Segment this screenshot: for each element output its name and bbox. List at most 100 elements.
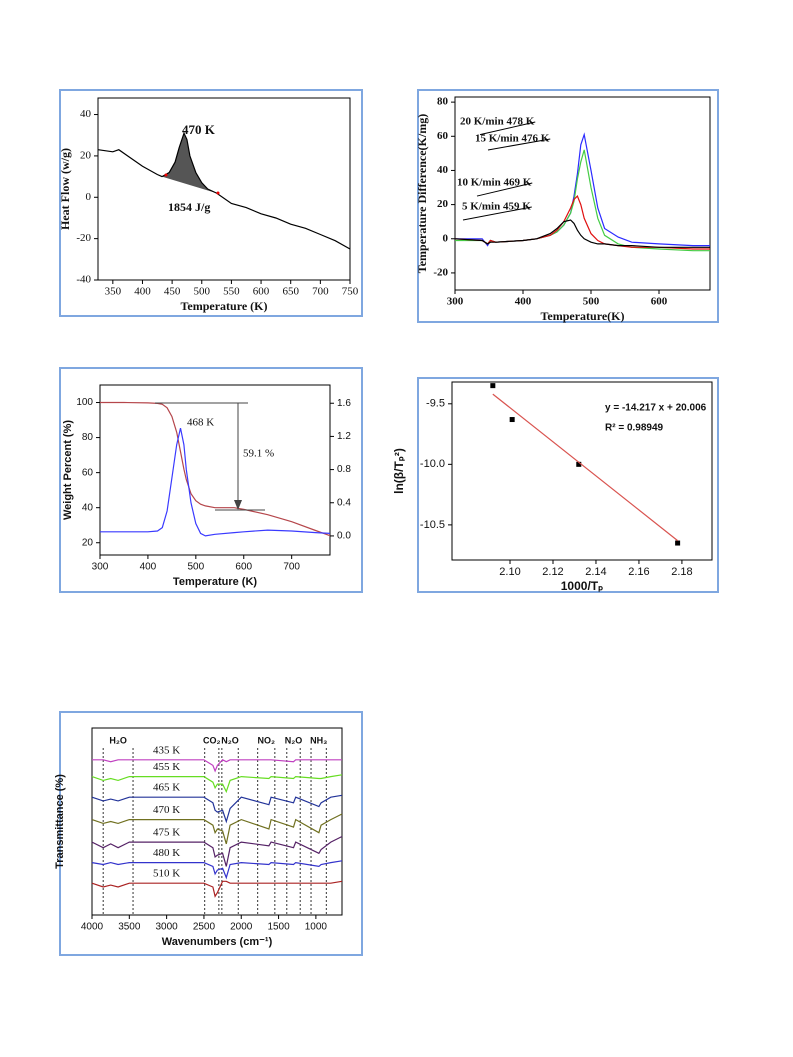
x-tick-label: 500 <box>583 296 600 308</box>
x-tick-label: 2.14 <box>585 566 606 578</box>
y2-tick-label: 0.8 <box>337 464 351 475</box>
y-tick-label: -10.0 <box>420 458 445 470</box>
y-tick-label: -9.5 <box>426 398 445 410</box>
series-line <box>91 794 343 824</box>
series-label: 15 K/min 476 K <box>475 133 550 145</box>
plot-frame <box>454 96 711 291</box>
series-label: 455 K <box>153 761 180 773</box>
chart-panel: 4000 3500 3000 2500 2000 1500 1000 Wavenumbers … <box>54 711 363 956</box>
x-axis-label: Temperature (K) <box>181 299 268 313</box>
y-axis-label: Heat Flow (w/g) <box>58 148 72 230</box>
label-pointer <box>479 121 536 136</box>
y-axis-label: ln(β/Tₚ²) <box>392 448 406 494</box>
x-tick-label: 2000 <box>230 922 253 933</box>
annotation: 468 K <box>187 417 214 429</box>
series-label: 465 K <box>153 782 180 794</box>
x-tick-label: 2.10 <box>499 566 520 578</box>
y-tick-label: 40 <box>437 164 449 176</box>
label-pointer <box>462 206 532 221</box>
band-label: NH₃ <box>310 735 327 745</box>
x-tick-label: 450 <box>164 286 181 298</box>
series-label: 475 K <box>153 827 180 839</box>
panel-border <box>59 711 363 956</box>
series-line <box>91 774 343 794</box>
chart-panel: 300 400 500 600 -20 0 20 40 60 80 Temperature(K) Te… <box>415 89 719 323</box>
y2-tick-label: 0.0 <box>337 531 351 542</box>
x-tick-label: 300 <box>92 562 109 573</box>
shaded-area <box>162 133 217 194</box>
x-tick-label: 3500 <box>118 922 141 933</box>
y-tick-label: -20 <box>433 266 448 278</box>
series-label: 20 K/min 478 K <box>460 116 535 128</box>
arrow-head <box>234 500 242 510</box>
x-tick-label: 650 <box>282 286 299 298</box>
series-line <box>91 860 343 880</box>
y-tick-label: 20 <box>80 149 92 161</box>
data-point <box>675 540 681 546</box>
x-tick-label: 500 <box>194 286 211 298</box>
data-point <box>509 417 515 423</box>
chart-panel: 300 400 500 600 700 20 40 60 80 100 0.0 0.4 0.8 1.2 1.… <box>59 367 363 593</box>
y2-tick-label: 1.2 <box>337 431 351 442</box>
x-tick-label: 600 <box>235 562 252 573</box>
y-tick-label: 80 <box>437 96 449 108</box>
annotation: 59.1 % <box>243 448 274 460</box>
x-tick-label: 400 <box>515 296 532 308</box>
x-tick-label: 700 <box>283 562 300 573</box>
x-tick-label: 1000 <box>305 922 328 933</box>
x-tick-label: 550 <box>223 286 240 298</box>
x-tick-label: 750 <box>342 286 359 298</box>
series-label: 435 K <box>153 744 180 756</box>
x-tick-label: 3000 <box>156 922 179 933</box>
panel-border <box>417 89 719 323</box>
y-tick-label: 60 <box>82 467 94 478</box>
series-line <box>92 759 342 773</box>
series-label: 470 K <box>153 804 180 816</box>
band-label: CO₂ <box>203 735 221 745</box>
series-label: 5 K/min 459 K <box>462 201 531 213</box>
y-axis-label: Transmittance (%) <box>54 774 66 869</box>
endpoint-dot <box>216 191 220 195</box>
plot-frame <box>99 384 331 556</box>
x-axis-label: Wavenumbers (cm⁻¹) <box>162 936 273 948</box>
x-axis-label: 1000/Tₚ <box>561 579 604 593</box>
series-line <box>492 393 678 542</box>
annotation: R² = 0.98949 <box>605 423 664 434</box>
x-tick-label: 2.18 <box>671 566 692 578</box>
x-tick-label: 2.16 <box>628 566 649 578</box>
plot-frame <box>91 727 343 916</box>
x-tick-label: 700 <box>312 286 329 298</box>
y-tick-label: 40 <box>82 502 94 513</box>
series-label: 480 K <box>153 847 180 859</box>
series-line <box>100 401 331 537</box>
x-axis-label: Temperature (K) <box>173 576 257 588</box>
y-axis-label: Temperature Difference(K/mg) <box>415 114 429 273</box>
label-pointer <box>476 182 533 197</box>
series-line <box>91 835 343 867</box>
y-tick-label: 0 <box>86 191 92 203</box>
band-label: N₂O <box>221 735 239 745</box>
endpoint-dot <box>164 173 168 177</box>
x-tick-label: 350 <box>105 286 122 298</box>
band-label: NO₂ <box>258 735 276 745</box>
y-tick-label: 0 <box>443 232 449 244</box>
series-line <box>455 132 710 247</box>
panel-border <box>59 89 363 317</box>
y-tick-label: 20 <box>437 198 449 210</box>
y-tick-label: 60 <box>437 130 449 142</box>
x-tick-label: 2.12 <box>542 566 563 578</box>
x-tick-label: 600 <box>253 286 270 298</box>
series-line <box>91 880 343 898</box>
series-line <box>97 131 351 250</box>
series-line <box>91 813 343 845</box>
annotation: 1854 J/g <box>168 200 210 214</box>
y-tick-label: 40 <box>80 108 92 120</box>
x-tick-label: 500 <box>187 562 204 573</box>
y-tick-label: -20 <box>76 232 91 244</box>
y-tick-label: -40 <box>76 274 91 286</box>
band-label: N₂O <box>285 735 303 745</box>
x-tick-label: 1500 <box>267 922 290 933</box>
band-label: H₂O <box>109 735 127 745</box>
series-line <box>100 427 331 537</box>
annotation: 470 K <box>182 122 216 137</box>
